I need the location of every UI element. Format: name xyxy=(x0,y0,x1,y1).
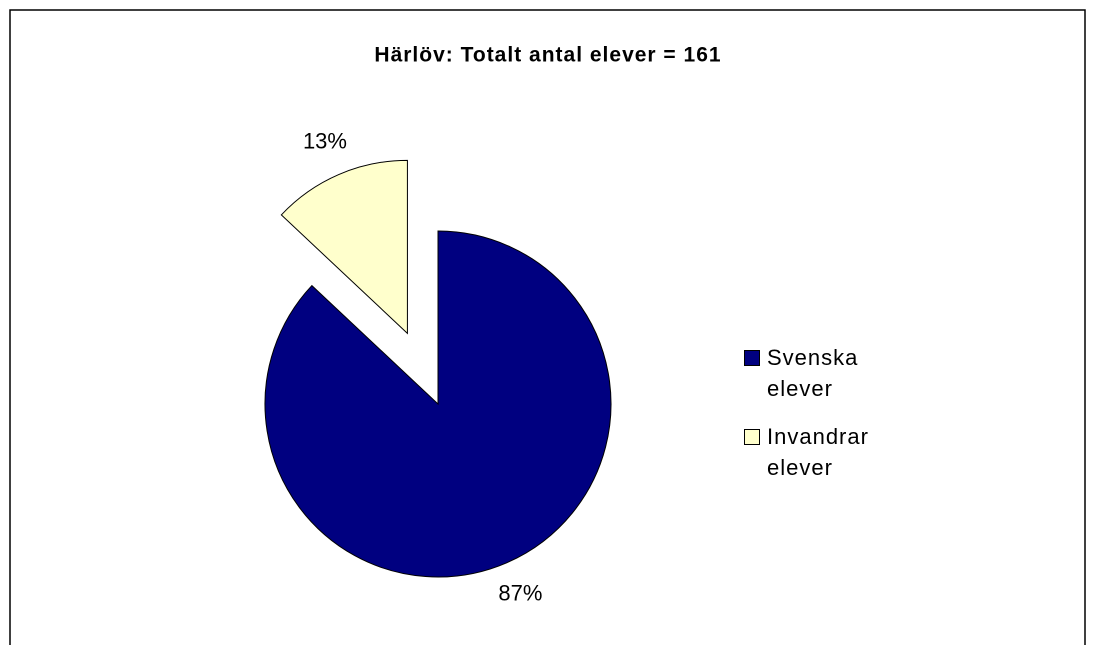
legend-item: Svenska elever xyxy=(744,345,944,404)
legend-swatch xyxy=(744,350,760,366)
legend-item: Invandrar elever xyxy=(744,424,944,483)
data-label: 87% xyxy=(498,580,542,605)
legend-label: Svenska elever xyxy=(767,345,859,401)
pie-slice xyxy=(280,159,408,335)
legend-label: Invandrar elever xyxy=(767,424,869,480)
chart-title: Härlöv: Totalt antal elever = 161 xyxy=(374,44,721,67)
chart-frame xyxy=(9,9,1086,645)
data-label: 13% xyxy=(303,129,347,154)
pie-slice xyxy=(264,230,612,578)
legend-swatch xyxy=(744,429,760,445)
legend: Svenska elever Invandrar elever xyxy=(744,345,944,506)
